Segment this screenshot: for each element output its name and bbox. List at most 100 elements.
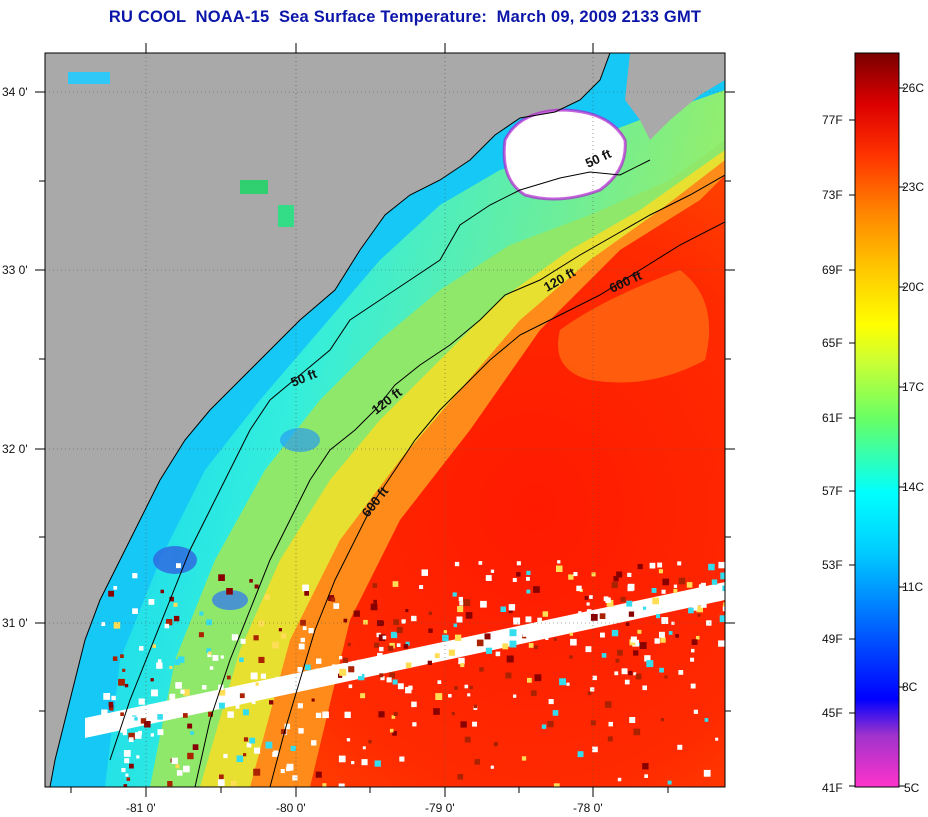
cloud-speckle bbox=[183, 765, 190, 773]
cloud-speckle bbox=[677, 561, 682, 566]
cloud-speckle bbox=[208, 711, 213, 717]
cloud-speckle bbox=[673, 584, 678, 588]
colorbar-ticks bbox=[849, 87, 905, 787]
cloud-speckle bbox=[508, 604, 516, 611]
cloud-speckle bbox=[120, 654, 124, 658]
cloud-speckle bbox=[428, 628, 433, 633]
cloud-speckle bbox=[393, 711, 398, 716]
cloud-speckle bbox=[226, 675, 231, 680]
cloud-speckle bbox=[223, 753, 228, 759]
cloud-speckle bbox=[654, 638, 660, 644]
cloud-speckle bbox=[512, 578, 517, 582]
cloud-speckle bbox=[479, 667, 484, 672]
cloud-speckle bbox=[121, 768, 126, 773]
cloud-speckle bbox=[584, 596, 589, 600]
cloud-speckle bbox=[637, 564, 643, 570]
cloud-speckle bbox=[476, 639, 484, 647]
cloud-speckle bbox=[389, 672, 395, 679]
cloud-speckle bbox=[242, 709, 249, 716]
cloud-speckle bbox=[569, 655, 573, 659]
cloud-speckle bbox=[464, 736, 471, 743]
cloud-speckle bbox=[633, 728, 641, 736]
cloud-speckle bbox=[678, 670, 684, 675]
cloud-speckle bbox=[516, 561, 521, 566]
cloud-speckle bbox=[157, 659, 162, 663]
cloud-speckle bbox=[698, 584, 706, 591]
cloud-speckle bbox=[378, 634, 386, 642]
cloud-speckle bbox=[431, 653, 438, 660]
cloud-speckle bbox=[411, 615, 417, 622]
cloud-speckle bbox=[399, 756, 405, 762]
cloud-speckle bbox=[557, 560, 561, 564]
cloud-speckle bbox=[658, 569, 663, 574]
cloud-speckle bbox=[363, 619, 368, 625]
cloud-speckle bbox=[108, 590, 114, 597]
cloud-speckle bbox=[493, 742, 498, 747]
cloud-speckle bbox=[187, 723, 193, 729]
cloud-speckle bbox=[644, 655, 651, 662]
cloud-speckle bbox=[627, 572, 632, 577]
cloud-speckle bbox=[577, 627, 581, 631]
cloud-speckle bbox=[693, 709, 698, 714]
cloud-speckle bbox=[435, 693, 443, 700]
cloud-speckle bbox=[332, 670, 336, 674]
cloud-speckle bbox=[123, 750, 131, 757]
colorbar-c-label: 8C bbox=[902, 680, 918, 694]
cloud-speckle bbox=[452, 592, 457, 597]
cloud-speckle bbox=[628, 670, 633, 676]
cloud-speckle bbox=[513, 694, 517, 698]
cloud-speckle bbox=[718, 561, 725, 569]
colorbar-f-label: 61F bbox=[822, 411, 843, 425]
cloud-speckle bbox=[629, 717, 636, 723]
cloud-speckle bbox=[433, 708, 440, 715]
cloud-speckle bbox=[227, 711, 234, 718]
cloud-speckle bbox=[377, 652, 383, 659]
cloud-speckle bbox=[253, 768, 261, 776]
cloud-speckle bbox=[690, 683, 696, 689]
colorbar-f-label: 53F bbox=[822, 558, 843, 572]
cloud-speckle bbox=[265, 741, 273, 749]
cloud-speckle bbox=[509, 629, 517, 637]
cloud-speckle bbox=[605, 597, 611, 603]
cloud-speckle bbox=[199, 611, 204, 616]
cloud-speckle bbox=[134, 717, 138, 721]
cloud-speckle bbox=[173, 615, 180, 622]
cloud-speckle bbox=[338, 783, 345, 787]
cloud-speckle bbox=[403, 644, 409, 649]
cloud-speckle bbox=[548, 699, 554, 705]
cloud-speckle bbox=[533, 586, 540, 593]
colorbar-c-label: 17C bbox=[902, 380, 924, 394]
cloud-speckle bbox=[532, 634, 538, 640]
cloud-speckle bbox=[188, 707, 194, 713]
cloud-speckle bbox=[437, 680, 442, 684]
cloud-speckle bbox=[311, 698, 315, 702]
cloud-speckle bbox=[412, 722, 417, 727]
cloud-speckle bbox=[174, 659, 181, 666]
cloud-speckle bbox=[662, 578, 670, 586]
cloud-speckle bbox=[505, 672, 512, 679]
cloud-speckle bbox=[443, 630, 447, 634]
colorbar-c-label: 14C bbox=[902, 480, 924, 494]
cloud-speckle bbox=[704, 718, 709, 722]
cloud-speckle bbox=[150, 678, 154, 682]
cloud-speckle bbox=[120, 712, 124, 716]
cloud-speckle bbox=[461, 643, 467, 649]
cloud-speckle bbox=[620, 596, 626, 602]
cloud-speckle bbox=[339, 668, 347, 676]
cloud-speckle bbox=[708, 563, 715, 571]
cloud-speckle bbox=[231, 634, 239, 641]
cloud-speckle bbox=[671, 621, 675, 625]
cloud-speckle bbox=[484, 633, 491, 640]
cloud-speckle bbox=[454, 561, 460, 567]
cloud-speckle bbox=[370, 603, 378, 611]
cloud-speckle bbox=[150, 733, 154, 737]
cloud-speckle bbox=[456, 616, 463, 623]
cloud-speckle bbox=[534, 674, 542, 682]
cloud-speckle bbox=[386, 677, 392, 683]
cloud-speckle bbox=[677, 744, 683, 750]
cloud-speckle bbox=[348, 666, 355, 673]
cloud-speckle bbox=[368, 740, 372, 744]
cloud-speckle bbox=[599, 613, 606, 619]
lat-label: 31 0' bbox=[2, 616, 28, 630]
